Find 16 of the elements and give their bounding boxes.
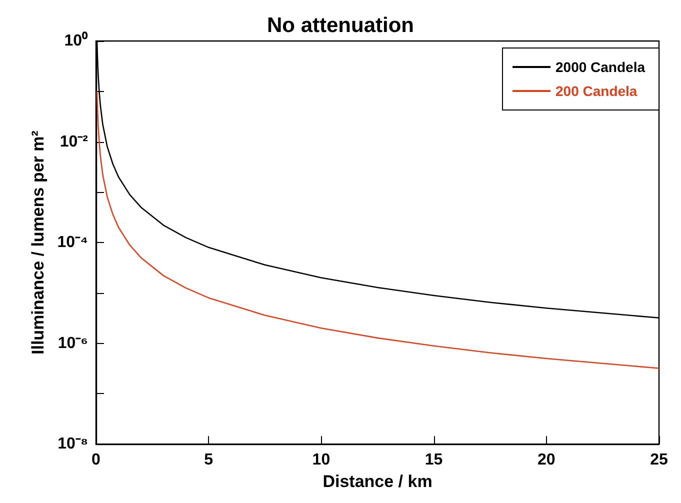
y-tick-label: 10⁻⁶	[58, 334, 88, 352]
y-axis-title: Illuminance / lumens per m²	[28, 130, 48, 354]
y-tick-label: 10⁻²	[60, 133, 88, 150]
y-tick-label: 10⁰	[64, 32, 88, 50]
x-tick-label: 5	[204, 452, 214, 469]
x-tick-label: 0	[92, 452, 101, 469]
x-tick-label: 10	[312, 452, 330, 469]
x-tick-label: 20	[538, 452, 556, 469]
x-tick-label: 25	[650, 452, 668, 469]
legend-label: 200 Candela	[556, 83, 638, 99]
y-tick-label: 10⁻⁴	[57, 234, 88, 252]
x-axis-title: Distance / km	[322, 472, 432, 491]
x-tick-label: 15	[424, 452, 443, 469]
legend-label: 2000 Candela	[556, 59, 646, 75]
y-tick-label: 10⁻⁸	[58, 436, 88, 453]
chart-title: No attenuation	[267, 14, 414, 37]
